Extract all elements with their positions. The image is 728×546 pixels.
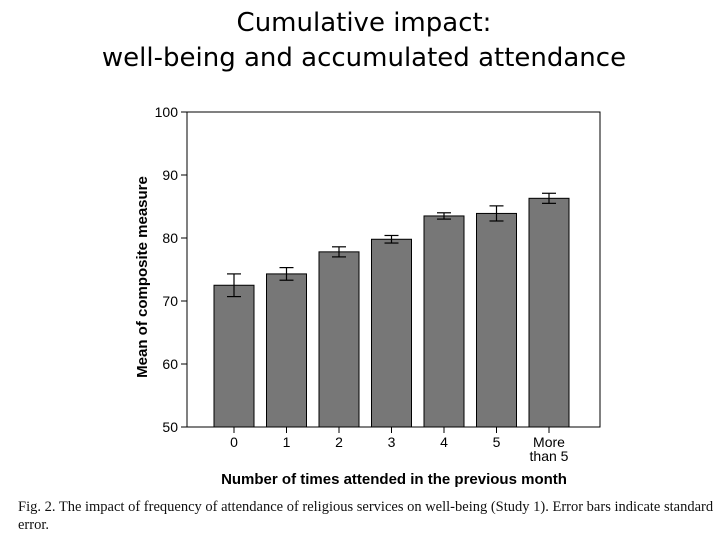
y-axis-label: Mean of composite measure xyxy=(134,176,151,378)
x-axis-label: Number of times attended in the previous… xyxy=(221,471,567,488)
x-tick-label-5: 5 xyxy=(493,434,501,450)
figure-caption: Fig. 2. The impact of frequency of atten… xyxy=(18,499,714,533)
bar-6 xyxy=(528,197,570,428)
x-tick-label-3: 3 xyxy=(388,434,396,450)
x-axis: 0 1 2 3 4 5 More than 5 xyxy=(230,427,569,464)
y-tick-label-50: 50 xyxy=(162,419,178,435)
slide-title-line-1: Cumulative impact: xyxy=(236,8,492,38)
x-tick-label-4: 4 xyxy=(440,434,448,450)
x-tick-label-0: 0 xyxy=(230,434,238,450)
error-bar-5 xyxy=(489,205,504,222)
y-tick-label-100: 100 xyxy=(155,104,179,120)
error-bar-0 xyxy=(227,273,241,298)
error-bar-1 xyxy=(279,267,294,281)
error-bar-4 xyxy=(437,212,451,220)
y-tick-label-90: 90 xyxy=(162,167,178,183)
bar-2 xyxy=(318,251,360,428)
y-axis: 50 60 70 80 90 100 xyxy=(155,104,187,435)
bar-5 xyxy=(476,212,517,428)
y-tick-label-70: 70 xyxy=(162,293,178,309)
slide-title-line-2: well-being and accumulated attendance xyxy=(101,43,627,73)
error-bar-6 xyxy=(542,192,556,204)
bar-1 xyxy=(266,273,307,428)
x-tick-label-1: 1 xyxy=(283,434,291,450)
x-tick-label-6: More than 5 xyxy=(530,434,569,464)
bar-4 xyxy=(423,215,465,428)
bar-0 xyxy=(213,284,255,428)
error-bar-3 xyxy=(384,234,399,244)
slide-title: Cumulative impact: well-being and accumu… xyxy=(0,6,728,76)
bar-3 xyxy=(371,238,412,428)
y-tick-label-80: 80 xyxy=(162,230,178,246)
bars xyxy=(213,192,570,428)
y-tick-label-60: 60 xyxy=(162,356,178,372)
error-bar-2 xyxy=(332,246,346,258)
x-tick-label-2: 2 xyxy=(335,434,343,450)
